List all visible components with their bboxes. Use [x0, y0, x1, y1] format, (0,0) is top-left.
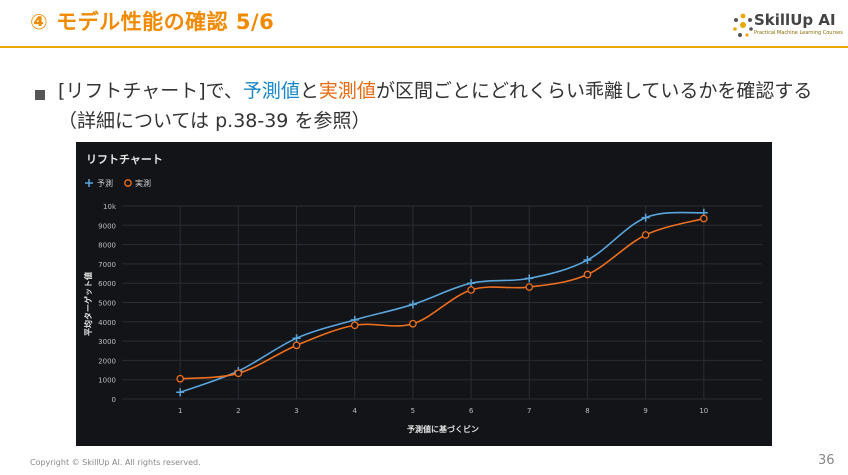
highlight-predicted: 予測値 [242, 80, 300, 102]
data-point-predicted [583, 256, 592, 265]
y-tick-label: 1000 [98, 377, 116, 385]
logo-tagline: Practical Machine Learning Courses [754, 30, 843, 36]
data-point-actual [467, 286, 475, 294]
y-tick-label: 5000 [98, 300, 116, 308]
x-tick-label: 6 [469, 407, 474, 415]
chart-title: リフトチャート [86, 153, 163, 166]
title-divider [0, 46, 848, 48]
y-tick-label: 6000 [98, 280, 116, 288]
bullet-square-icon [35, 90, 45, 100]
y-tick-label: 2000 [98, 357, 116, 365]
y-tick-label: 9000 [98, 222, 116, 230]
x-tick-label: 2 [236, 407, 240, 415]
lift-chart: リフトチャート 予測 実測 0 1000 2000 3000 4000 5000 6000 7… [83, 153, 762, 434]
x-tick-label: 3 [294, 407, 298, 415]
y-tick-label: 7000 [98, 261, 116, 269]
series-lines [179, 211, 705, 393]
legend-item-actual[interactable]: 実測 [124, 178, 151, 188]
body-text-rest: が区間ごとにどれくらい乖離しているかを確認する（詳細については p.38-39 … [58, 80, 813, 132]
legend-label-predicted: 予測 [97, 178, 113, 188]
series-line-actual [180, 217, 705, 380]
series-line-predicted [179, 211, 704, 393]
y-tick-label: 10k [103, 203, 117, 211]
data-point-actual [176, 374, 185, 383]
logo-mark-icon [733, 13, 753, 37]
grid [122, 205, 762, 400]
highlight-actual: 実測値 [318, 80, 376, 102]
data-point-predicted [641, 213, 650, 222]
data-point-predicted [525, 274, 534, 283]
data-point-predicted [408, 300, 417, 309]
circle-marker-icon [124, 179, 132, 187]
legend-item-predicted[interactable]: 予測 [85, 178, 113, 188]
body-text-and: と [299, 80, 319, 102]
data-point-actual [583, 270, 592, 279]
y-tick-label: 4000 [98, 319, 116, 327]
logo-name: SkillUp AI [754, 11, 836, 29]
data-point-actual [234, 369, 243, 378]
data-point-predicted [292, 334, 301, 343]
data-point-predicted [467, 279, 476, 288]
body-text: [リフトチャート]で、予測値と実測値が区間ごとにどれくらい乖離しているかを確認す… [58, 76, 828, 136]
title-bar: ④ モデル性能の確認 5/6 SkillUp AI Practical Mach… [0, 0, 848, 48]
data-point-actual [350, 321, 359, 330]
body-text-intro: [リフトチャート]で、 [58, 80, 243, 102]
data-point-actual [699, 214, 708, 223]
data-point-actual [292, 341, 301, 350]
y-tick-label: 3000 [98, 338, 116, 346]
page-number: 36 [818, 453, 835, 468]
y-tick-label: 0 [112, 396, 116, 404]
copyright-footer: Copyright © SkillUp AI. All rights reser… [30, 458, 201, 467]
data-point-actual [525, 283, 534, 291]
x-tick-label: 10 [699, 407, 708, 415]
x-tick-label: 5 [411, 407, 415, 415]
legend: 予測 実測 [85, 178, 151, 188]
x-tick-labels: 1 2 3 4 5 6 7 8 9 10 [178, 407, 708, 415]
x-axis-label: 予測値に基づくビン [407, 424, 479, 434]
x-tick-label: 9 [643, 407, 647, 415]
data-point-actual [409, 319, 417, 328]
data-point-predicted [176, 388, 185, 397]
x-tick-label: 8 [585, 407, 589, 415]
y-tick-labels: 0 1000 2000 3000 4000 5000 6000 7000 8000 9000 10k [98, 203, 117, 404]
x-tick-label: 1 [178, 407, 182, 415]
lift-chart-panel: リフトチャート 予測 実測 0 1000 2000 3000 4000 5000 6000 7… [76, 142, 772, 446]
x-tick-label: 4 [352, 407, 357, 415]
slide-title: ④ モデル性能の確認 5/6 [30, 10, 275, 34]
legend-label-actual: 実測 [135, 178, 151, 188]
plus-marker-icon [85, 179, 93, 187]
y-axis-label: 平均ターゲット値 [83, 272, 93, 336]
y-tick-label: 8000 [98, 242, 116, 250]
logo: SkillUp AI Practical Machine Learning Co… [732, 9, 843, 43]
data-point-actual [641, 231, 650, 239]
series-markers [176, 208, 708, 397]
x-tick-label: 7 [527, 407, 531, 415]
